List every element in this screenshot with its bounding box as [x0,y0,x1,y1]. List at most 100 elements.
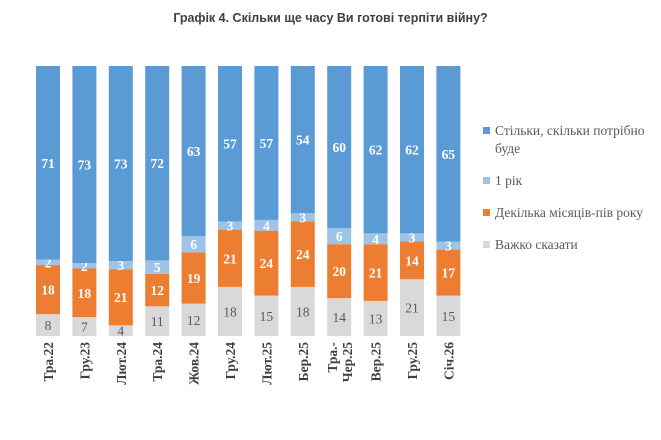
data-label: 57 [223,137,237,152]
bar-segment [400,241,424,280]
data-label: 57 [260,136,274,151]
legend-label: Важко сказати [495,237,578,252]
legend-item: 1 рік [483,172,653,190]
bar-segment [363,244,388,301]
data-label: 3 [227,219,234,234]
bar-segment [145,273,170,307]
data-label: 19 [187,271,201,286]
data-label: 73 [78,158,92,173]
data-label: 21 [223,251,237,266]
bar-segment [108,66,133,262]
legend-swatch [483,209,490,216]
data-label: 18 [78,286,92,301]
data-label: 18 [223,304,237,319]
bar-segment [290,221,315,287]
category-label: Лют.25 [259,342,274,385]
bar-segment [290,213,315,222]
data-label: 15 [260,309,274,324]
legend-swatch [483,127,490,134]
bar-segment [254,230,279,296]
bar-segment [72,268,97,318]
data-label: 62 [369,143,383,158]
data-label: 3 [299,210,306,225]
bar-segment [145,260,170,274]
data-label: 63 [187,144,201,159]
data-label: 11 [151,314,164,329]
data-label: 21 [114,290,128,305]
bar-segment [327,66,352,228]
legend-item: Важко сказати [483,236,653,254]
data-label: 72 [150,156,164,171]
data-label: 5 [154,260,161,275]
data-label: 12 [150,283,164,298]
data-label: 24 [296,247,310,262]
data-label: 73 [114,157,128,172]
data-label: 3 [117,258,124,273]
bar-segment [36,66,60,260]
data-label: 7 [81,320,88,335]
category-label: Січ.26 [441,342,456,380]
bar-segment [108,325,133,336]
bar-segment [400,279,424,336]
data-label: 8 [45,318,52,333]
bar-segment [72,66,97,264]
data-label: 60 [332,140,346,155]
bar-segment [290,66,315,214]
legend-item: Стільки, скільки потрібно буде [483,122,653,158]
data-label: 3 [445,239,452,254]
bar-segment [218,66,242,222]
bar-segment [36,259,60,266]
bar-segment [36,314,60,336]
data-label: 4 [117,324,124,339]
data-label: 13 [369,311,383,326]
bar-segment [327,298,352,336]
bar-segment [254,295,279,336]
bar-segment [72,317,97,336]
legend-item: Декілька місяців-пів року [483,204,653,222]
legend: Стільки, скільки потрібно буде 1 рік Декіл… [483,122,653,268]
legend-swatch [483,241,490,248]
bar-segment [254,66,279,220]
bar-segment [327,244,352,299]
category-label: Бер.25 [296,342,311,382]
legend-label: 1 рік [495,173,523,188]
data-label: 2 [45,255,52,270]
bar-segment [145,66,170,261]
category-label: Тра.24 [150,342,165,382]
bar-segment [400,233,424,242]
category-label: Лют.24 [114,342,129,385]
data-label: 17 [442,266,456,281]
bar-segment [218,229,242,287]
bar-segment [254,219,279,231]
category-label: Жов.24 [187,342,202,385]
bar-segment [436,241,461,250]
data-label: 24 [260,256,274,271]
chart-title: Графік 4. Скільки ще часу Ви готові терп… [173,11,488,25]
category-label: Вер.25 [369,342,384,382]
data-label: 2 [81,259,88,274]
data-label: 18 [296,304,310,319]
bar-segment [108,269,133,326]
data-label: 6 [190,237,197,252]
data-label: 4 [263,218,270,233]
data-label: 21 [405,301,419,316]
data-label: 65 [442,147,456,162]
data-label: 12 [187,313,201,328]
bar-segment [181,66,206,237]
bar-segment [108,261,133,270]
data-label: 3 [409,230,416,245]
bar-segment [218,221,242,230]
bar-segment [400,66,424,234]
data-label: 14 [332,310,346,325]
legend-swatch [483,177,490,184]
data-label: 6 [336,229,343,244]
bar-segment [290,286,315,336]
data-label: 54 [296,133,310,148]
data-label: 18 [41,283,55,298]
data-label: 14 [405,253,419,268]
data-label: 71 [41,156,55,171]
legend-label: Декілька місяців-пів року [495,205,643,220]
bar-segment [181,236,206,253]
data-label: 62 [405,143,419,158]
bar-segment [327,228,352,245]
